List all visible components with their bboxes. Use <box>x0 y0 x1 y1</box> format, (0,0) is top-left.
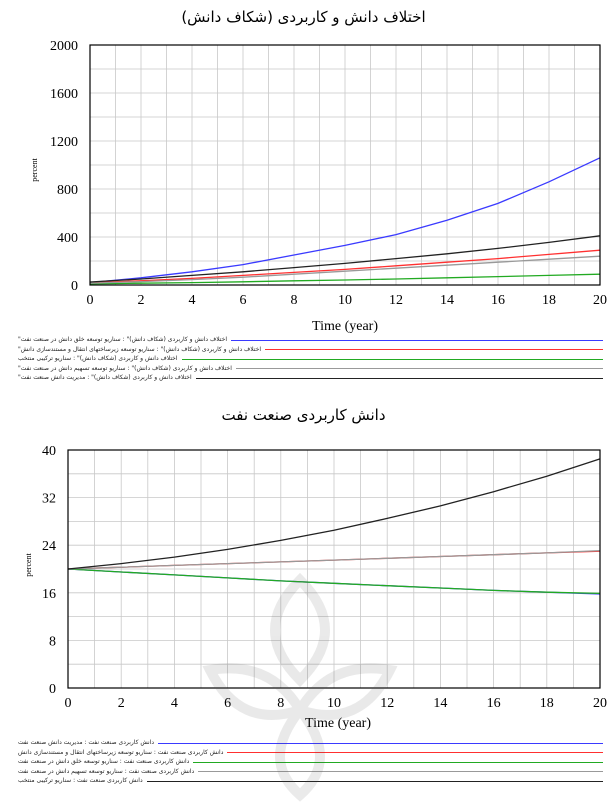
legend-swatch <box>227 752 603 754</box>
series-group <box>67 458 601 595</box>
legend-label: اختلاف دانش و کاربردی (شکاف دانش)" : سنا… <box>18 355 178 363</box>
legend-label: دانش کاربردی صنعت نفت : سناریو توسعه تسه… <box>18 767 195 775</box>
y-tick-label: 40 <box>42 444 56 459</box>
series-line-2 <box>89 249 601 284</box>
tick-labels: 0 2 4 6 8 10 12 14 16 18 20 0 400 800 1200 1600 2000 <box>50 39 607 308</box>
y-tick-label: 800 <box>57 183 78 198</box>
legend-item: اختلاف دانش و کاربردی (شکاف دانش)" : سنا… <box>18 335 603 345</box>
y-axis-title: percent <box>24 552 33 576</box>
chart-title: دانش کاربردی صنعت نفت <box>221 406 386 424</box>
x-tick-label: 8 <box>291 293 298 308</box>
legend-label: دانش کاربردی صنعت نفت : سناریو توسعه زیر… <box>18 748 224 756</box>
x-tick-label: 8 <box>277 696 284 711</box>
y-tick-label: 400 <box>57 231 78 246</box>
y-tick-label: 24 <box>42 539 56 554</box>
x-tick-label: 16 <box>491 293 505 308</box>
series-line-5 <box>89 235 601 283</box>
legend-item: اختلاف دانش و کاربردی (شکاف دانش)" : سنا… <box>18 354 603 364</box>
x-tick-label: 4 <box>171 696 178 711</box>
x-tick-label: 14 <box>433 696 447 711</box>
legend-swatch <box>158 742 603 744</box>
x-tick-label: 4 <box>189 293 196 308</box>
y-axis-title: percent <box>30 157 39 181</box>
legend-label: اختلاف دانش و کاربردی (شکاف دانش)" : سنا… <box>18 336 227 344</box>
legend-item: دانش کاربردی صنعت نفت : سناریو توسعه زیر… <box>18 748 603 758</box>
series-group <box>89 157 601 285</box>
series-line-4 <box>67 549 601 570</box>
grid <box>89 44 601 286</box>
x-axis-title: Time (year) <box>305 716 371 731</box>
plot-frame <box>67 449 601 689</box>
chart-panel-applied-knowledge: دانش کاربردی صنعت نفت 0 2 4 6 8 10 12 14 16 18 20 0… <box>0 400 607 803</box>
x-tick-label: 18 <box>540 696 554 711</box>
x-tick-label: 18 <box>542 293 556 308</box>
y-tick-label: 0 <box>71 279 78 294</box>
x-axis-title: Time (year) <box>312 319 378 334</box>
legend-label: اختلاف دانش و کاربردی (شکاف دانش)" : سنا… <box>18 345 262 353</box>
legend-swatch <box>235 368 603 370</box>
y-tick-label: 0 <box>49 682 56 697</box>
x-tick-label: 12 <box>389 293 403 308</box>
legend: دانش کاربردی صنعت نفت : مدیریت دانش صنعت… <box>18 738 603 786</box>
legend-label: اختلاف دانش و کاربردی (شکاف دانش)" : مدی… <box>18 374 192 382</box>
legend-label: دانش کاربردی صنعت نفت : مدیریت دانش صنعت… <box>18 739 155 747</box>
legend-swatch <box>265 349 603 351</box>
legend-item: دانش کاربردی صنعت نفت : سناریو ترکیبی من… <box>18 776 603 786</box>
x-tick-label: 16 <box>487 696 501 711</box>
x-tick-label: 10 <box>327 696 341 711</box>
legend: اختلاف دانش و کاربردی (شکاف دانش)" : سنا… <box>18 335 603 383</box>
legend-swatch <box>195 377 603 379</box>
legend-label: دانش کاربردی صنعت نفت : سناریو ترکیبی من… <box>18 777 143 785</box>
x-tick-label: 0 <box>65 696 72 711</box>
x-tick-label: 20 <box>593 696 607 711</box>
legend-swatch <box>193 761 603 763</box>
legend-item: دانش کاربردی صنعت نفت : مدیریت دانش صنعت… <box>18 738 603 748</box>
series-line-3 <box>67 568 601 595</box>
y-tick-label: 1600 <box>50 87 78 102</box>
x-tick-label: 12 <box>380 696 394 711</box>
x-tick-label: 2 <box>138 293 145 308</box>
y-tick-label: 8 <box>49 634 56 649</box>
y-tick-label: 1200 <box>50 135 78 150</box>
x-tick-label: 0 <box>87 293 94 308</box>
series-line-5 <box>67 458 601 570</box>
y-tick-label: 2000 <box>50 39 78 54</box>
x-tick-label: 20 <box>593 293 607 308</box>
legend-item: دانش کاربردی صنعت نفت : سناریو توسعه تسه… <box>18 767 603 777</box>
legend-label: اختلاف دانش و کاربردی (شکاف دانش)" : سنا… <box>18 364 232 372</box>
y-tick-label: 32 <box>42 492 56 507</box>
watermark-ornament <box>202 572 398 802</box>
legend-item: دانش کاربردی صنعت نفت : سناریو توسعه خلق… <box>18 757 603 767</box>
chart-title: اختلاف دانش و کاربردی (شکاف دانش) <box>181 8 426 26</box>
series-line-1 <box>89 157 601 284</box>
legend-item: اختلاف دانش و کاربردی (شکاف دانش)" : مدی… <box>18 373 603 383</box>
x-tick-label: 14 <box>440 293 454 308</box>
legend-swatch <box>181 358 603 360</box>
series-line-3 <box>89 273 601 285</box>
y-tick-label: 16 <box>42 587 56 602</box>
plot-frame <box>89 44 601 286</box>
legend-item: اختلاف دانش و کاربردی (شکاف دانش)" : سنا… <box>18 364 603 374</box>
x-tick-label: 6 <box>224 696 231 711</box>
x-tick-label: 10 <box>338 293 352 308</box>
chart-panel-knowledge-gap: اختلاف دانش و کاربردی (شکاف دانش) 0 2 4 6 8 1… <box>0 0 607 400</box>
legend-swatch <box>146 780 603 782</box>
series-line-4 <box>89 255 601 284</box>
legend-item: اختلاف دانش و کاربردی (شکاف دانش)" : سنا… <box>18 345 603 355</box>
x-tick-label: 2 <box>118 696 125 711</box>
line-chart: 0 2 4 6 8 10 12 14 16 18 20 0 400 800 1200 1600 2000 Tim… <box>30 39 607 334</box>
x-tick-label: 6 <box>240 293 247 308</box>
legend-label: دانش کاربردی صنعت نفت : سناریو توسعه خلق… <box>18 758 190 766</box>
legend-swatch <box>198 771 603 773</box>
legend-swatch <box>231 339 603 341</box>
